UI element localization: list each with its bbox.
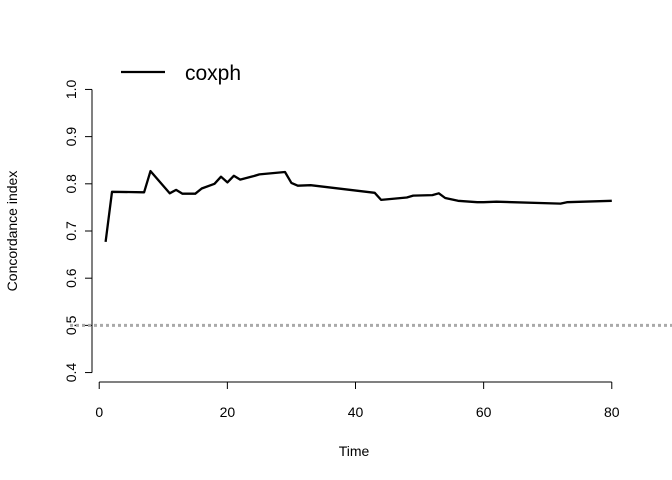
series-points — [105, 170, 613, 243]
data-point — [182, 193, 184, 195]
data-point — [457, 200, 459, 202]
y-axis-ticks: 0.40.50.60.70.80.91.0 — [63, 79, 92, 382]
x-tick-label: 60 — [476, 404, 492, 420]
y-tick-label: 1.0 — [63, 79, 79, 99]
data-point — [252, 175, 254, 177]
data-point — [220, 176, 222, 178]
data-point — [476, 201, 478, 203]
x-axis-title: Time — [339, 443, 370, 459]
data-point — [290, 182, 292, 184]
data-point — [258, 173, 260, 175]
data-point — [194, 193, 196, 195]
series-line-coxph — [104, 169, 612, 243]
data-point — [284, 171, 286, 173]
x-tick-label: 20 — [220, 404, 236, 420]
data-point — [444, 197, 446, 199]
data-point — [105, 241, 107, 243]
data-point — [233, 175, 235, 177]
y-tick-label: 0.8 — [63, 174, 79, 194]
data-point — [169, 192, 171, 194]
data-point — [111, 191, 113, 193]
data-point — [495, 201, 497, 203]
y-tick-label: 0.9 — [63, 127, 79, 147]
data-point — [143, 191, 145, 193]
data-point — [297, 185, 299, 187]
data-point — [214, 183, 216, 185]
data-point — [239, 179, 241, 181]
data-point — [412, 195, 414, 197]
data-point — [374, 192, 376, 194]
x-tick-label: 0 — [95, 404, 103, 420]
y-tick-label: 0.6 — [63, 268, 79, 288]
legend: coxph — [121, 62, 241, 85]
y-tick-label: 0.4 — [63, 363, 79, 383]
data-point — [149, 170, 151, 172]
data-point — [483, 201, 485, 203]
data-point — [201, 188, 203, 190]
data-point — [406, 196, 408, 198]
legend-label-coxph: coxph — [185, 62, 241, 85]
x-axis-ticks: 0 20 40 60 80 — [95, 382, 620, 420]
data-point — [438, 192, 440, 194]
data-point — [431, 194, 433, 196]
data-point — [611, 200, 613, 202]
data-point — [175, 189, 177, 191]
y-tick-label: 0.7 — [63, 221, 79, 241]
x-tick-label: 80 — [604, 404, 620, 420]
y-axis-title: Concordance index — [4, 171, 20, 292]
data-point — [310, 184, 312, 186]
data-point — [566, 201, 568, 203]
data-point — [380, 199, 382, 201]
data-point — [226, 181, 228, 183]
data-point — [560, 203, 562, 205]
x-tick-label: 40 — [348, 404, 364, 420]
